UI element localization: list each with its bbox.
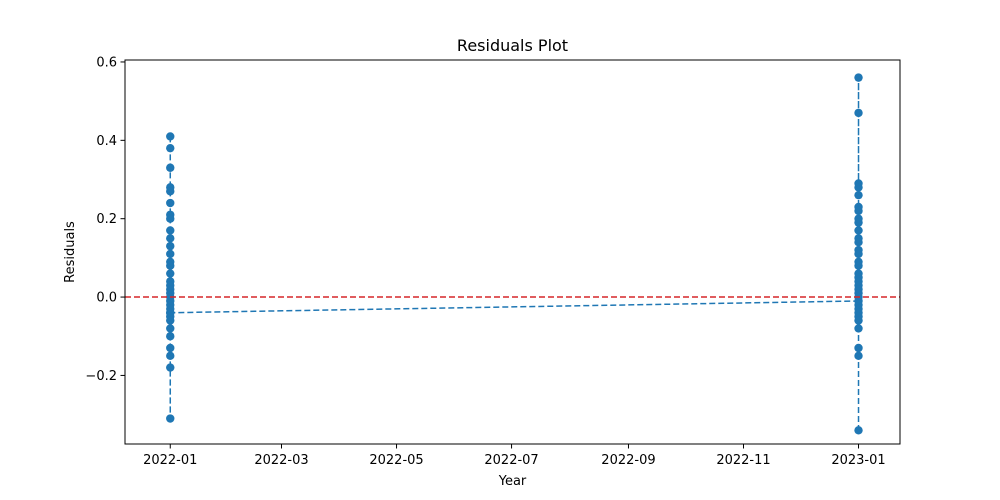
- data-point: [166, 343, 175, 353]
- data-point: [166, 261, 175, 270]
- data-point: [854, 226, 863, 235]
- data-point: [854, 183, 863, 192]
- x-tick-label: 2022-11: [716, 453, 770, 468]
- data-point: [854, 108, 863, 118]
- data-point: [166, 324, 175, 333]
- data-point: [854, 324, 863, 333]
- data-point: [166, 132, 175, 141]
- x-tick-label: 2022-03: [254, 453, 308, 468]
- x-tick-label: 2022-05: [369, 453, 423, 468]
- y-tick-label: 0.4: [96, 134, 117, 149]
- data-point: [166, 363, 175, 372]
- data-point: [854, 73, 863, 82]
- y-tick-label: 0.0: [96, 291, 117, 306]
- data-point: [854, 218, 863, 227]
- data-point: [854, 261, 863, 270]
- y-tick-label: 0.2: [96, 212, 117, 227]
- data-point: [854, 351, 863, 361]
- data-point: [166, 198, 175, 208]
- data-point: [166, 414, 175, 423]
- plot-area: [125, 73, 900, 435]
- plot-frame: [124, 59, 901, 445]
- data-point: [854, 316, 863, 325]
- data-point: [854, 190, 863, 200]
- data-point: [854, 206, 863, 216]
- y-tick-label: −0.2: [85, 369, 117, 384]
- data-point: [166, 316, 175, 325]
- chart-title: Residuals Plot: [457, 36, 568, 55]
- x-axis-label: Year: [498, 474, 527, 489]
- data-point: [854, 238, 863, 247]
- x-tick-label: 2022-09: [601, 453, 655, 468]
- data-point: [166, 163, 175, 172]
- x-tick-label: 2022-01: [143, 453, 197, 468]
- data-point: [166, 214, 175, 223]
- x-tick-label: 2023-01: [831, 453, 885, 468]
- data-point: [166, 226, 175, 235]
- data-point: [854, 426, 863, 435]
- data-point: [166, 332, 175, 341]
- y-axis-label: Residuals: [63, 221, 78, 283]
- data-point: [854, 249, 863, 259]
- x-axis: 2022-01 2022-03 2022-05 2022-07 2022-09 2022-…: [143, 444, 886, 468]
- data-point: [166, 249, 175, 259]
- data-point: [166, 351, 175, 361]
- y-axis: −0.2 0.0 0.2 0.4 0.6: [85, 55, 125, 384]
- data-point: [854, 343, 863, 353]
- data-point: [166, 241, 175, 251]
- x-tick-label: 2022-07: [484, 453, 538, 468]
- data-point: [166, 308, 175, 317]
- y-tick-label: 0.6: [96, 55, 117, 70]
- data-point: [166, 187, 175, 196]
- data-point: [166, 269, 175, 278]
- data-point: [166, 234, 175, 243]
- data-point: [166, 143, 175, 153]
- series-line: [169, 77, 860, 431]
